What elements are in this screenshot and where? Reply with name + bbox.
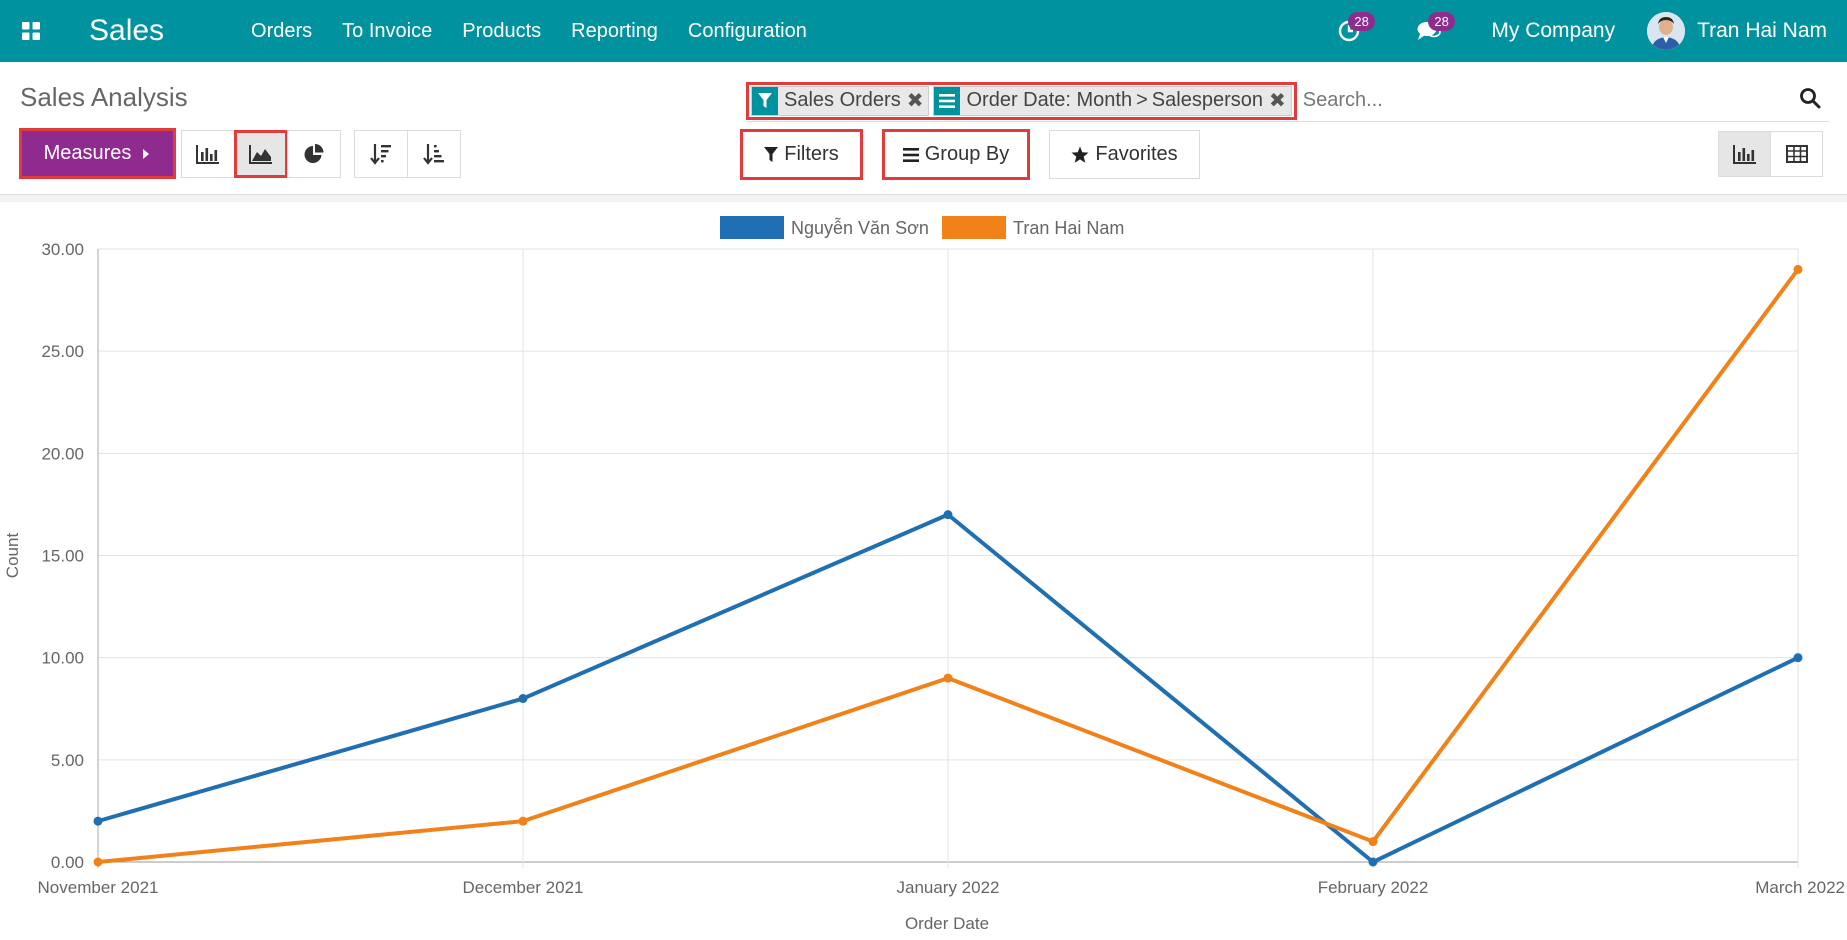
groupby-facet-label: Order Date: Month > Salesperson — [960, 87, 1269, 115]
groupby-facet-separator: > — [1136, 89, 1148, 111]
sort-descending-icon — [370, 144, 391, 165]
group-by-button[interactable]: Group By — [882, 129, 1030, 180]
page-title: Sales Analysis — [20, 82, 188, 112]
sort-descending-button[interactable] — [354, 130, 408, 178]
sort-group — [354, 130, 461, 178]
data-point — [1368, 857, 1378, 867]
favorites-button[interactable]: Favorites — [1049, 130, 1200, 179]
y-axis-title: Count — [3, 533, 22, 579]
menu-reporting[interactable]: Reporting — [571, 19, 658, 42]
graph-view-button[interactable] — [1718, 131, 1771, 177]
avatar — [1647, 12, 1686, 50]
search-facets: Sales Orders ✖ Order Date: Month > Salesp… — [746, 81, 1297, 120]
y-tick-label: 5.00 — [51, 751, 84, 770]
menu-to-invoice[interactable]: To Invoice — [342, 19, 433, 42]
y-tick-label: 0.00 — [51, 853, 84, 872]
filter-facet-label: Sales Orders — [784, 89, 901, 111]
top-navbar: Sales Orders To Invoice Products Reporti… — [0, 0, 1847, 62]
y-tick-label: 10.00 — [41, 649, 84, 668]
sort-ascending-button[interactable] — [407, 130, 461, 178]
filters-button[interactable]: Filters — [740, 129, 863, 180]
legend-label: Tran Hai Nam — [1013, 218, 1124, 238]
filter-icon — [752, 86, 778, 115]
x-axis-title: Order Date — [905, 914, 989, 933]
x-tick-label: December 2021 — [463, 878, 584, 897]
menu-orders[interactable]: Orders — [251, 19, 313, 42]
x-tick-label: November 2021 — [38, 878, 159, 897]
groupby-facet[interactable]: Order Date: Month > Salesperson ✖ — [933, 85, 1292, 116]
sort-ascending-icon — [423, 144, 444, 165]
y-tick-label: 15.00 — [41, 547, 84, 566]
x-tick-label: January 2022 — [896, 878, 999, 897]
area-chart-icon — [249, 145, 272, 164]
legend-label: Nguyễn Văn Sơn — [791, 217, 929, 238]
data-point — [1793, 653, 1803, 663]
data-point — [518, 816, 528, 826]
company-switcher[interactable]: My Company — [1491, 19, 1616, 42]
filter-facet[interactable]: Sales Orders ✖ — [751, 85, 930, 116]
data-point — [93, 857, 103, 867]
search-icon[interactable] — [1799, 87, 1821, 114]
app-title[interactable]: Sales — [89, 14, 165, 47]
y-tick-label: 20.00 — [41, 444, 84, 463]
filter-icon — [764, 146, 779, 162]
filters-label: Filters — [784, 143, 839, 165]
x-tick-label: February 2022 — [1318, 878, 1429, 897]
groupby-facet-first: Order Date: Month — [966, 89, 1133, 111]
measures-button[interactable]: Measures — [19, 128, 176, 179]
legend-swatch — [942, 216, 1006, 239]
activity-badge: 28 — [1348, 12, 1375, 31]
remove-groupby-icon[interactable]: ✖ — [1268, 90, 1286, 112]
search-input[interactable] — [1302, 89, 1723, 112]
menu-configuration[interactable]: Configuration — [687, 19, 807, 42]
data-point — [1368, 837, 1378, 847]
data-point — [518, 694, 528, 704]
user-menu[interactable]: Tran Hai Nam — [1637, 12, 1847, 50]
message-badge: 28 — [1428, 12, 1455, 31]
line-chart-button[interactable] — [234, 130, 288, 178]
star-icon — [1071, 146, 1089, 163]
control-panel-divider — [0, 194, 1847, 202]
bar-chart-icon — [196, 145, 219, 164]
data-point — [1793, 264, 1803, 274]
groupby-icon — [934, 86, 961, 115]
list-icon — [902, 147, 919, 162]
measures-label: Measures — [43, 142, 132, 164]
favorites-label: Favorites — [1095, 143, 1178, 165]
pie-chart-button[interactable] — [287, 130, 341, 178]
user-name: Tran Hai Nam — [1697, 19, 1827, 42]
line-chart: 0.00 5.00 10.00 15.00 20.00 25.00 30.00 Novembe… — [3, 216, 1845, 933]
caret-right-icon — [143, 148, 150, 159]
data-point — [943, 510, 953, 520]
bar-chart-button[interactable] — [181, 130, 235, 178]
bar-chart-icon — [1732, 145, 1756, 164]
pivot-view-button[interactable] — [1770, 131, 1823, 177]
legend-swatch — [720, 216, 784, 239]
apps-menu-icon[interactable] — [0, 0, 62, 62]
remove-filter-icon[interactable]: ✖ — [906, 90, 924, 112]
data-point — [93, 816, 103, 826]
y-tick-label: 25.00 — [41, 342, 84, 361]
data-point — [943, 673, 953, 683]
x-tick-label: March 2022 — [1755, 878, 1845, 897]
search-bar: Sales Orders ✖ Order Date: Month > Salesp… — [746, 80, 1829, 122]
activity-button[interactable]: 28 — [1309, 0, 1389, 62]
table-icon — [1785, 145, 1808, 163]
view-switcher — [1718, 131, 1823, 177]
group-by-label: Group By — [924, 143, 1010, 165]
chart-type-group — [181, 130, 341, 178]
pie-chart-icon — [304, 144, 324, 163]
main-menu: Orders To Invoice Products Reporting Con… — [236, 20, 822, 43]
menu-products[interactable]: Products — [462, 19, 542, 42]
messaging-button[interactable]: 28 — [1389, 0, 1469, 62]
y-tick-label: 30.00 — [41, 240, 84, 259]
groupby-facet-second: Salesperson — [1151, 89, 1263, 111]
